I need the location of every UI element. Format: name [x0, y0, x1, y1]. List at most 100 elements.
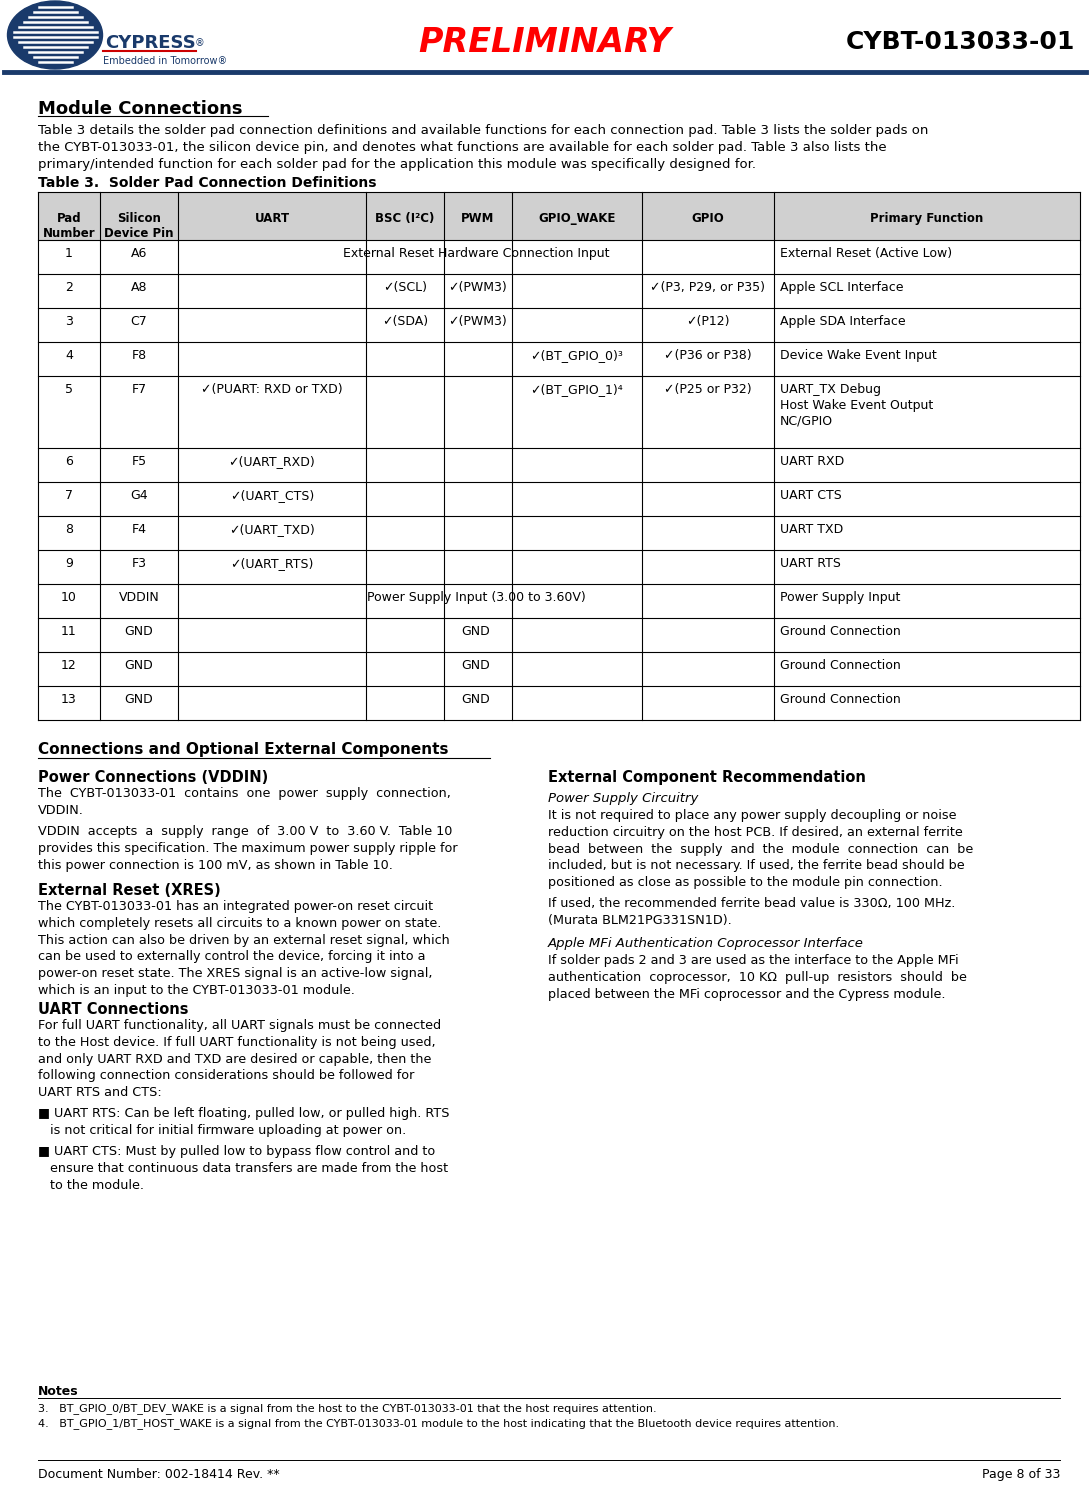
Text: External Reset (XRES): External Reset (XRES)	[38, 883, 221, 898]
Text: It is not required to place any power supply decoupling or noise
reduction circu: It is not required to place any power su…	[548, 809, 973, 889]
Text: Pad
Number: Pad Number	[43, 212, 95, 240]
Text: F3: F3	[132, 558, 146, 570]
Text: A6: A6	[131, 247, 147, 261]
Text: UART_TX Debug
Host Wake Event Output
NC/GPIO: UART_TX Debug Host Wake Event Output NC/…	[780, 383, 933, 428]
Text: Ground Connection: Ground Connection	[780, 693, 900, 705]
Text: Power Connections (VDDIN): Power Connections (VDDIN)	[38, 770, 268, 785]
Text: C7: C7	[131, 315, 147, 329]
Text: GND: GND	[124, 659, 154, 672]
Text: GPIO: GPIO	[692, 212, 725, 225]
Text: ✓(SCL): ✓(SCL)	[383, 280, 427, 294]
Text: Page 8 of 33: Page 8 of 33	[982, 1468, 1059, 1481]
Bar	[38, 550, 1080, 585]
Text: Primary Function: Primary Function	[871, 212, 983, 225]
Bar	[38, 585, 1080, 618]
Text: 9: 9	[65, 558, 73, 570]
Text: Ground Connection: Ground Connection	[780, 625, 900, 637]
Text: F7: F7	[132, 383, 146, 396]
Text: GND: GND	[124, 693, 154, 705]
Text: G4: G4	[130, 488, 148, 502]
Text: ✓(UART_CTS): ✓(UART_CTS)	[230, 488, 314, 502]
Text: Apple MFi Authentication Coprocessor Interface: Apple MFi Authentication Coprocessor Int…	[548, 937, 864, 949]
Text: Apple SCL Interface: Apple SCL Interface	[780, 280, 904, 294]
Text: ✓(UART_RTS): ✓(UART_RTS)	[230, 558, 314, 570]
Text: External Reset Hardware Connection Input: External Reset Hardware Connection Input	[342, 247, 609, 261]
Text: External Reset (Active Low): External Reset (Active Low)	[780, 247, 953, 261]
Text: ✓(P36 or P38): ✓(P36 or P38)	[664, 350, 752, 362]
Text: CYPRESS: CYPRESS	[105, 35, 196, 53]
Bar	[38, 618, 1080, 653]
Text: Notes: Notes	[38, 1385, 78, 1398]
Text: A8: A8	[131, 280, 147, 294]
Text: ✓(PWM3): ✓(PWM3)	[449, 315, 507, 329]
Text: Table 3.  Solder Pad Connection Definitions: Table 3. Solder Pad Connection Definitio…	[38, 176, 376, 190]
Text: Silicon
Device Pin: Silicon Device Pin	[105, 212, 173, 240]
Text: 3.   BT_GPIO_0/BT_DEV_WAKE is a signal from the host to the CYBT-013033-01 that : 3. BT_GPIO_0/BT_DEV_WAKE is a signal fro…	[38, 1403, 656, 1414]
Text: 13: 13	[61, 693, 77, 705]
Text: 1: 1	[65, 247, 73, 261]
Text: ✓(BT_GPIO_0)³: ✓(BT_GPIO_0)³	[531, 350, 623, 362]
Text: GND: GND	[462, 693, 490, 705]
Text: Power Supply Circuitry: Power Supply Circuitry	[548, 793, 699, 805]
Bar	[38, 307, 1080, 342]
Text: VDDIN: VDDIN	[119, 591, 159, 604]
Text: 4.   BT_GPIO_1/BT_HOST_WAKE is a signal from the CYBT-013033-01 module to the ho: 4. BT_GPIO_1/BT_HOST_WAKE is a signal fr…	[38, 1418, 839, 1429]
Bar	[38, 377, 1080, 448]
Text: ✓(PUART: RXD or TXD): ✓(PUART: RXD or TXD)	[202, 383, 343, 396]
Text: GND: GND	[462, 625, 490, 637]
Bar	[38, 448, 1080, 482]
Text: The  CYBT-013033-01  contains  one  power  supply  connection,
VDDIN.: The CYBT-013033-01 contains one power su…	[38, 787, 451, 817]
Text: 3: 3	[65, 315, 73, 329]
Text: Power Supply Input: Power Supply Input	[780, 591, 900, 604]
Bar	[38, 342, 1080, 377]
Text: UART RXD: UART RXD	[780, 455, 845, 469]
Text: UART TXD: UART TXD	[780, 523, 844, 536]
Text: External Component Recommendation: External Component Recommendation	[548, 770, 865, 785]
Text: For full UART functionality, all UART signals must be connected
to the Host devi: For full UART functionality, all UART si…	[38, 1019, 441, 1099]
Text: 7: 7	[65, 488, 73, 502]
Bar	[38, 240, 1080, 274]
Text: 6: 6	[65, 455, 73, 469]
Text: Apple SDA Interface: Apple SDA Interface	[780, 315, 906, 329]
Text: ✓(UART_RXD): ✓(UART_RXD)	[229, 455, 315, 469]
Text: UART RTS: UART RTS	[780, 558, 840, 570]
Text: UART Connections: UART Connections	[38, 1002, 189, 1017]
Text: 5: 5	[65, 383, 73, 396]
Text: F4: F4	[132, 523, 146, 536]
Text: ✓(P3, P29, or P35): ✓(P3, P29, or P35)	[651, 280, 765, 294]
Text: CYBT-013033-01: CYBT-013033-01	[846, 30, 1075, 54]
Text: Table 3 details the solder pad connection definitions and available functions fo: Table 3 details the solder pad connectio…	[38, 124, 929, 170]
Text: Ground Connection: Ground Connection	[780, 659, 900, 672]
Text: UART: UART	[254, 212, 290, 225]
Text: ✓(P12): ✓(P12)	[687, 315, 729, 329]
Text: ✓(BT_GPIO_1)⁴: ✓(BT_GPIO_1)⁴	[531, 383, 623, 396]
Bar	[38, 515, 1080, 550]
Text: ■ UART CTS: Must by pulled low to bypass flow control and to
   ensure that cont: ■ UART CTS: Must by pulled low to bypass…	[38, 1145, 448, 1192]
Text: Document Number: 002-18414 Rev. **: Document Number: 002-18414 Rev. **	[38, 1468, 280, 1481]
Text: ✓(UART_TXD): ✓(UART_TXD)	[229, 523, 315, 536]
Text: Device Wake Event Input: Device Wake Event Input	[780, 350, 936, 362]
Text: 2: 2	[65, 280, 73, 294]
Bar	[38, 686, 1080, 720]
Text: ✓(SDA): ✓(SDA)	[382, 315, 428, 329]
Text: 4: 4	[65, 350, 73, 362]
Bar	[38, 653, 1080, 686]
Text: ✓(P25 or P32): ✓(P25 or P32)	[664, 383, 752, 396]
Text: Power Supply Input (3.00 to 3.60V): Power Supply Input (3.00 to 3.60V)	[366, 591, 585, 604]
Text: GPIO_WAKE: GPIO_WAKE	[538, 212, 616, 225]
Text: If used, the recommended ferrite bead value is 330Ω, 100 MHz.
(Murata BLM21PG331: If used, the recommended ferrite bead va…	[548, 897, 955, 927]
Bar	[38, 191, 1080, 240]
Text: The CYBT-013033-01 has an integrated power-on reset circuit
which completely res: The CYBT-013033-01 has an integrated pow…	[38, 900, 450, 998]
Text: 12: 12	[61, 659, 77, 672]
Bar	[38, 482, 1080, 515]
Text: F8: F8	[132, 350, 146, 362]
Text: VDDIN  accepts  a  supply  range  of  3.00 V  to  3.60 V.  Table 10
provides thi: VDDIN accepts a supply range of 3.00 V t…	[38, 824, 458, 871]
Text: Connections and Optional External Components: Connections and Optional External Compon…	[38, 741, 448, 757]
Text: ■ UART RTS: Can be left floating, pulled low, or pulled high. RTS
   is not crit: ■ UART RTS: Can be left floating, pulled…	[38, 1108, 449, 1136]
Text: F5: F5	[132, 455, 146, 469]
Ellipse shape	[8, 2, 102, 69]
Text: ®: ®	[195, 38, 205, 48]
Text: Embedded in Tomorrow®: Embedded in Tomorrow®	[102, 56, 227, 66]
Text: If solder pads 2 and 3 are used as the interface to the Apple MFi
authentication: If solder pads 2 and 3 are used as the i…	[548, 954, 967, 1001]
Text: UART CTS: UART CTS	[780, 488, 841, 502]
